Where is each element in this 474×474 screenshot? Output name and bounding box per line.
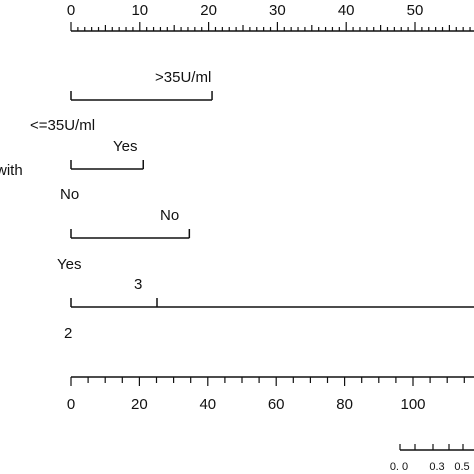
points-tick-label: 10 <box>131 2 148 19</box>
variable-2-3-level-label: 3 <box>134 276 142 293</box>
probability-tick-label: 0.5 <box>454 461 469 473</box>
points-tick-label: 50 <box>407 2 424 19</box>
total-points-tick-label: 0 <box>67 396 75 413</box>
ca199-level-label: <=35U/ml <box>30 117 95 134</box>
total-points-tick-label: 100 <box>400 396 425 413</box>
points-tick-label: 0 <box>67 2 75 19</box>
probability-tick-label: 0.3 <box>429 461 444 473</box>
total-points-tick-label: 80 <box>336 396 353 413</box>
ca199-level-label: >35U/ml <box>155 69 211 86</box>
variable-2-3-level-label: 2 <box>64 325 72 342</box>
points-tick-label: 20 <box>200 2 217 19</box>
variable-with-axis-label: with <box>0 162 23 179</box>
total-points-tick-label: 20 <box>131 396 148 413</box>
variable-with-level-label: Yes <box>113 138 137 155</box>
variable-no-yes-level-label: No <box>160 207 179 224</box>
total-points-tick-label: 60 <box>268 396 285 413</box>
total-points-tick-label: 40 <box>199 396 216 413</box>
points-tick-label: 40 <box>338 2 355 19</box>
points-tick-label: 30 <box>269 2 286 19</box>
probability-tick-label: 0. 0 <box>390 461 408 473</box>
variable-with-level-label: No <box>60 186 79 203</box>
variable-no-yes-level-label: Yes <box>57 256 81 273</box>
